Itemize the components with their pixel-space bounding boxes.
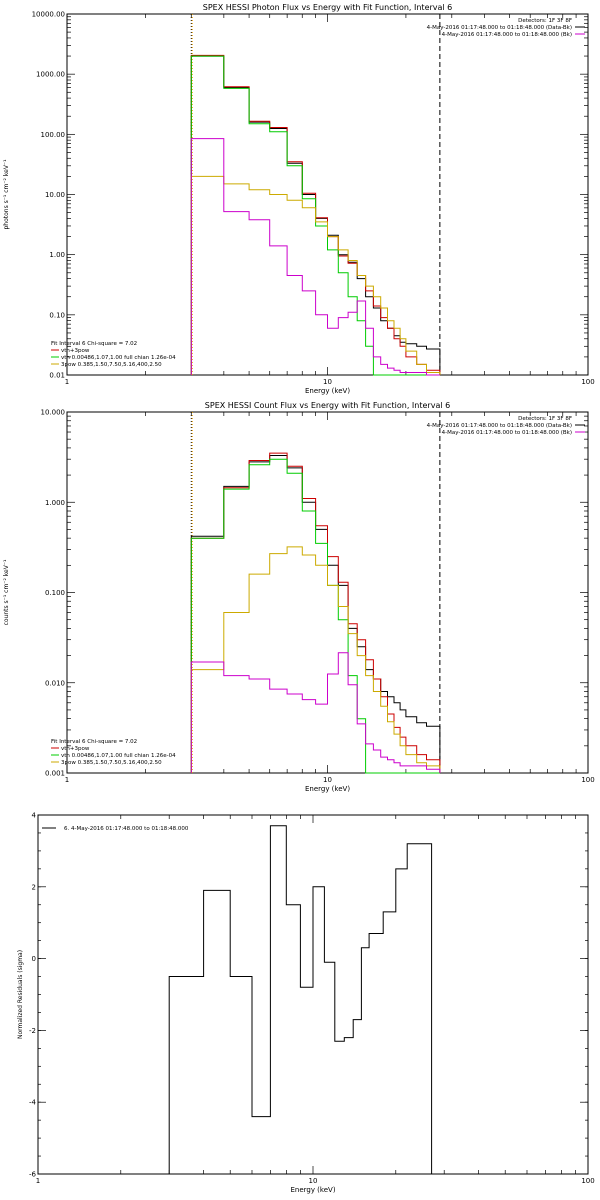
x-axis: 1 10 100 xyxy=(36,815,595,1185)
x-tick-label: 100 xyxy=(581,776,594,784)
series-line-2 xyxy=(190,452,441,773)
header-text: Detectors: 1F 3F 8F xyxy=(518,416,572,422)
y-axis-label: counts s⁻¹ cm⁻² keV⁻¹ xyxy=(3,559,10,625)
y-axis-label: Normalized Residuals (sigma) xyxy=(17,950,24,1039)
x-tick-label: 10 xyxy=(323,776,332,784)
y-tick-label: 0 xyxy=(32,955,36,963)
y-tick-label: 0.001 xyxy=(45,770,65,778)
chart-panel-3: 1 10 100 Energy (keV) -6 -4 -2 0 2 4 Normalized Re… xyxy=(17,812,595,1195)
series-line-4 xyxy=(190,546,441,773)
y-tick-label: 1.00 xyxy=(49,251,65,259)
series-line-4 xyxy=(190,175,441,375)
legend-text: 3pow 0.385,1.50,7.50,5.16,400,2.50 xyxy=(61,760,162,766)
header-text: Detectors: 1F 3F 8F xyxy=(518,18,572,24)
series-line-1 xyxy=(168,825,433,1174)
plot-frame xyxy=(37,814,589,1175)
legend-text: 3pow 0.385,1.50,7.50,5.16,400,2.50 xyxy=(61,362,162,368)
y-tick-label: 0.010 xyxy=(45,679,65,687)
y-tick-label: 4 xyxy=(32,812,37,820)
x-tick-label: 10 xyxy=(323,378,332,386)
x-axis-label: Energy (keV) xyxy=(290,1186,335,1194)
x-axis-label: Energy (keV) xyxy=(305,785,350,793)
y-tick-label: 100.00 xyxy=(41,131,66,139)
series-line-5 xyxy=(190,138,440,376)
legend-text: vth 0.00486,1.07,1.00 full chian 1.26e-0… xyxy=(61,355,176,361)
x-axis: 1 10 100 xyxy=(65,14,595,386)
x-tick-label: 1 xyxy=(65,378,69,386)
y-axis-label: photons s⁻¹ cm⁻² keV⁻¹ xyxy=(3,159,10,230)
x-tick-label: 1 xyxy=(36,1177,40,1185)
legend-text: Fit Interval 6 Chi-square = 7.02 xyxy=(51,341,137,347)
legend-text: vth+3pow xyxy=(61,746,90,752)
chart-panel-2: SPEX HESSI Count Flux vs Energy with Fit… xyxy=(3,401,595,793)
y-axis: -6 -4 -2 0 2 4 xyxy=(29,812,588,1179)
x-tick-label: 1 xyxy=(65,776,69,784)
series-line-3 xyxy=(190,55,440,376)
chart-title: SPEX HESSI Photon Flux vs Energy with Fi… xyxy=(203,3,453,12)
x-axis-label: Energy (keV) xyxy=(305,387,350,395)
y-axis: 0.001 0.010 0.100 1.000 10.000 xyxy=(41,409,588,778)
y-axis: 0.01 0.10 1.00 10.00 100.00 1000.00 10000.00 xyxy=(32,11,588,380)
header-text: 4-May-2016 01:17:48.000 to 01:18:48.000 … xyxy=(427,25,572,31)
x-tick-label: 10 xyxy=(309,1177,318,1185)
x-axis: 1 10 100 xyxy=(65,412,595,784)
y-tick-label: 0.01 xyxy=(49,372,65,380)
y-tick-label: 0.100 xyxy=(45,589,65,597)
legend-text: Fit Interval 6 Chi-square = 7.02 xyxy=(51,739,137,745)
y-tick-label: -4 xyxy=(29,1099,37,1107)
y-tick-label: 2 xyxy=(32,883,36,891)
header-text: 4-May-2016 01:17:48.000 to 01:18:48.000 … xyxy=(442,430,572,436)
chart-title: SPEX HESSI Count Flux vs Energy with Fit… xyxy=(205,401,450,410)
y-tick-label: -2 xyxy=(29,1027,36,1035)
y-tick-label: 10000.00 xyxy=(32,11,65,19)
legend-text: 6. 4-May-2016 01:17:48.000 to 01:18:48.0… xyxy=(64,826,189,832)
y-tick-label: 10.000 xyxy=(41,409,66,417)
header-text: 4-May-2016 01:17:48.000 to 01:18:48.000 … xyxy=(427,423,572,429)
y-tick-label: 0.10 xyxy=(49,311,65,319)
x-tick-label: 100 xyxy=(581,1177,594,1185)
y-tick-label: 1000.00 xyxy=(36,71,65,79)
header-text: 4-May-2016 01:17:48.000 to 01:18:48.000 … xyxy=(442,32,572,38)
y-tick-label: 10.00 xyxy=(45,191,65,199)
x-tick-label: 100 xyxy=(581,378,594,386)
y-tick-label: 1.000 xyxy=(45,499,65,507)
series-line-5 xyxy=(190,652,441,773)
plot-frame xyxy=(66,411,589,774)
legend-text: vth+3pow xyxy=(61,348,90,354)
legend-text: vth 0.00486,1.07,1.00 full chian 1.26e-0… xyxy=(61,753,176,759)
y-tick-label: -6 xyxy=(29,1171,37,1179)
chart-panel-1: SPEX HESSI Photon Flux vs Energy with Fi… xyxy=(3,3,595,395)
